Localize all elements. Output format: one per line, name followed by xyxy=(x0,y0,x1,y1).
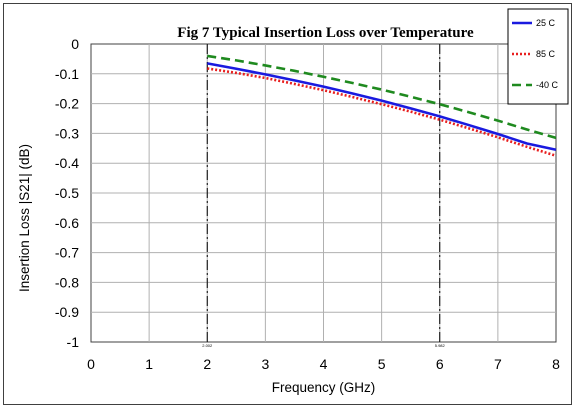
chart: 2.002 5.982 0 1 2 3 4 5 6 7 8 0 -0.1 -0.2 -0.3 -0.4 -0.… xyxy=(17,8,569,395)
frequency-marker-label: 5.982 xyxy=(435,343,446,348)
x-tick-label: 7 xyxy=(494,356,502,372)
chart-frame: 2.002 5.982 0 1 2 3 4 5 6 7 8 0 -0.1 -0.2 -0.3 -0.4 -0.… xyxy=(3,3,572,405)
x-tick-label: 8 xyxy=(552,356,560,372)
x-tick-label: 0 xyxy=(87,356,95,372)
x-axis-title: Frequency (GHz) xyxy=(272,380,376,395)
y-tick-label: -1 xyxy=(67,334,80,350)
x-tick-label: 2 xyxy=(203,356,211,372)
x-tick-label: 3 xyxy=(261,356,269,372)
y-tick-label: -0.9 xyxy=(55,304,79,320)
y-tick-label: -0.4 xyxy=(55,155,79,171)
frequency-marker-label: 2.002 xyxy=(202,343,213,348)
legend-label: 85 C xyxy=(536,49,556,59)
frequency-markers: 2.002 5.982 xyxy=(202,44,446,348)
y-tick-label: -0.3 xyxy=(55,125,79,141)
x-tick-label: 1 xyxy=(145,356,153,372)
legend-label: -40 C xyxy=(536,80,559,90)
y-tick-label: 0 xyxy=(71,36,79,52)
y-tick-label: -0.7 xyxy=(55,245,79,261)
y-tick-label: -0.6 xyxy=(55,215,79,231)
x-tick-label: 5 xyxy=(378,356,386,372)
series-line-minus40C xyxy=(207,54,557,140)
y-tick-label: -0.1 xyxy=(55,66,79,82)
chart-title: Fig 7 Typical Insertion Loss over Temper… xyxy=(177,25,474,41)
legend: 25 C 85 C -40 C xyxy=(507,8,569,105)
y-tick-label: -0.5 xyxy=(55,185,79,201)
x-tick-label: 4 xyxy=(320,356,328,372)
tick-labels: 0 1 2 3 4 5 6 7 8 0 -0.1 -0.2 -0.3 -0.4 -0.5 -0.6 -0.7 -0… xyxy=(55,36,560,372)
legend-box xyxy=(507,8,569,105)
legend-label: 25 C xyxy=(536,18,556,28)
x-tick-label: 6 xyxy=(436,356,444,372)
y-tick-label: -0.2 xyxy=(55,96,79,112)
series-lines xyxy=(207,54,557,157)
y-tick-label: -0.8 xyxy=(55,274,79,290)
y-axis-title: Insertion Loss |S21| (dB) xyxy=(17,144,32,292)
series-line-25C xyxy=(207,62,557,152)
